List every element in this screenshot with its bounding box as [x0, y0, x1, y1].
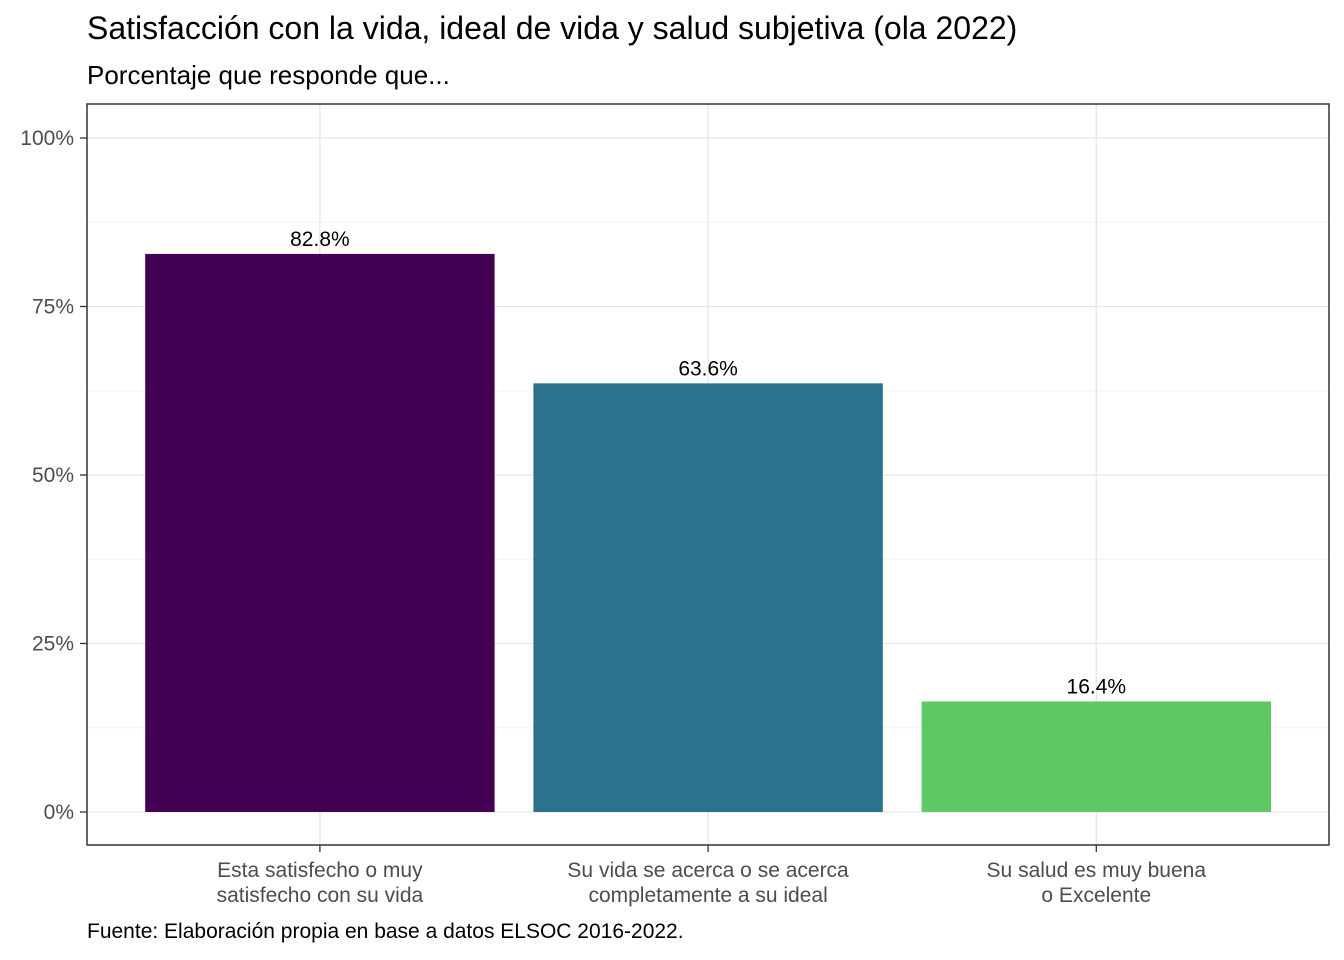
- data-label: 63.6%: [678, 357, 738, 380]
- x-tick-label: o Excelente: [1041, 884, 1151, 907]
- bar: [921, 701, 1271, 812]
- chart-subtitle: Porcentaje que responde que...: [87, 60, 450, 90]
- y-tick-label: 50%: [32, 464, 74, 487]
- bars: [145, 253, 1271, 813]
- y-tick-label: 75%: [32, 296, 74, 319]
- data-label: 16.4%: [1067, 675, 1127, 698]
- x-tick-label: satisfecho con su vida: [217, 884, 424, 907]
- x-tick-label: Su vida se acerca o se acerca: [567, 859, 849, 882]
- x-tick-label: completamente a su ideal: [588, 884, 827, 907]
- chart-title: Satisfacción con la vida, ideal de vida …: [87, 10, 1018, 46]
- x-tick-label: Esta satisfecho o muy: [217, 859, 423, 882]
- x-tick-label: Su salud es muy buena: [987, 859, 1207, 882]
- data-labels: 82.8% 63.6% 16.4%: [290, 228, 1126, 699]
- y-tick-label: 25%: [32, 633, 74, 656]
- bar: [533, 383, 883, 812]
- bar: [145, 253, 495, 813]
- y-tick-label: 0%: [44, 801, 74, 824]
- chart-caption: Fuente: Elaboración propia en base a dat…: [87, 920, 684, 943]
- y-tick-label: 100%: [20, 127, 74, 150]
- axes: 0% 25% 50% 75% 100% Esta satisfecho o muysati…: [20, 127, 1206, 907]
- data-label: 82.8%: [290, 228, 350, 251]
